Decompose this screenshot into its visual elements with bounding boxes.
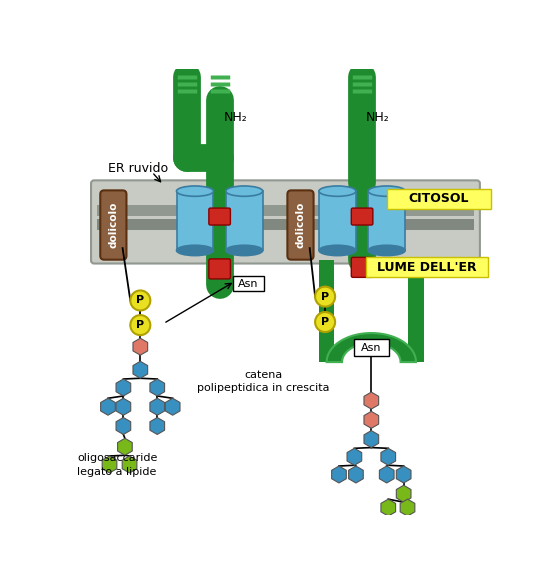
Polygon shape [381,499,395,516]
Polygon shape [331,466,346,483]
Bar [368,191,405,251]
Polygon shape [364,392,379,409]
Ellipse shape [177,186,213,196]
Ellipse shape [319,245,356,255]
Text: catena
polipeptidica in crescita: catena polipeptidica in crescita [197,370,330,393]
Polygon shape [397,485,411,502]
Polygon shape [319,261,334,362]
Polygon shape [326,333,416,362]
Circle shape [315,312,335,332]
Polygon shape [102,456,117,473]
Text: Asn: Asn [361,343,382,353]
FancyBboxPatch shape [351,208,373,225]
Circle shape [130,315,150,335]
Polygon shape [116,379,131,396]
FancyBboxPatch shape [209,208,231,225]
Polygon shape [150,379,164,396]
Circle shape [130,291,150,310]
Polygon shape [381,448,395,466]
FancyBboxPatch shape [209,259,231,279]
Polygon shape [408,261,424,362]
Polygon shape [150,398,164,415]
FancyBboxPatch shape [100,190,126,259]
Polygon shape [122,456,137,473]
Ellipse shape [226,245,263,255]
Bar [97,219,473,230]
Polygon shape [379,466,394,483]
Text: dolicolo: dolicolo [295,202,305,248]
Polygon shape [116,398,131,415]
Ellipse shape [226,186,263,196]
Circle shape [315,287,335,307]
Text: Asn: Asn [238,278,258,288]
Ellipse shape [319,186,356,196]
Ellipse shape [368,186,405,196]
Bar [177,191,213,251]
Bar [97,205,473,216]
Polygon shape [364,411,379,428]
Polygon shape [165,398,180,415]
Text: LUME DELL'ER: LUME DELL'ER [377,261,477,274]
Polygon shape [101,398,115,415]
Text: P: P [136,320,144,330]
FancyBboxPatch shape [351,257,373,277]
Ellipse shape [177,245,213,255]
Text: P: P [321,317,329,327]
Polygon shape [118,438,132,455]
Polygon shape [349,466,363,483]
Text: oligosaccaride
legato a lipide: oligosaccaride legato a lipide [77,453,158,477]
FancyBboxPatch shape [354,339,389,356]
Polygon shape [150,417,164,434]
Polygon shape [133,361,148,378]
Text: P: P [321,292,329,302]
Ellipse shape [368,245,405,255]
Polygon shape [116,417,131,434]
Text: NH₂: NH₂ [223,111,247,124]
FancyBboxPatch shape [287,190,314,259]
Text: P: P [136,295,144,306]
Text: dolicolo: dolicolo [109,202,119,248]
Text: NH₂: NH₂ [366,111,390,124]
Bar [319,191,356,251]
FancyBboxPatch shape [388,189,491,209]
Text: ER ruvido: ER ruvido [108,162,168,174]
FancyBboxPatch shape [366,257,488,277]
Text: CITOSOL: CITOSOL [409,192,470,206]
Polygon shape [397,466,411,483]
Polygon shape [364,431,379,448]
Bar [226,191,263,251]
Polygon shape [347,448,361,466]
FancyBboxPatch shape [233,276,263,291]
Polygon shape [400,499,415,516]
Polygon shape [133,338,148,355]
FancyBboxPatch shape [91,181,480,263]
